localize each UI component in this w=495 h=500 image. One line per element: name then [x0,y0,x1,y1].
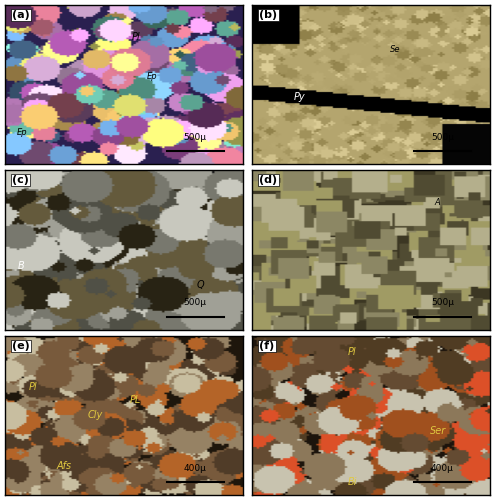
Text: (e): (e) [12,340,30,350]
Text: Bi: Bi [347,478,357,488]
Text: 400μ: 400μ [431,464,454,472]
Text: Ep: Ep [16,128,27,137]
Text: Afs: Afs [57,462,72,471]
Text: Q: Q [196,280,204,290]
Text: Pl: Pl [132,32,140,42]
Text: Ser: Ser [430,426,446,436]
Text: (f): (f) [259,340,275,350]
Text: Cly: Cly [88,410,103,420]
Text: (d): (d) [259,175,278,185]
Text: Pl: Pl [348,347,356,357]
Text: Pl: Pl [29,382,38,392]
Text: 500μ: 500μ [431,298,454,308]
Text: (a): (a) [12,10,30,20]
Text: (b): (b) [259,10,278,20]
Text: (c): (c) [12,175,29,185]
Text: 500μ: 500μ [184,133,207,142]
Text: 500μ: 500μ [431,133,454,142]
Text: Se: Se [390,45,400,54]
Text: Py: Py [294,92,305,102]
Text: 500μ: 500μ [184,298,207,308]
Text: A: A [435,198,441,207]
Text: B: B [18,261,25,271]
Text: Ep: Ep [147,72,158,81]
Text: PL: PL [130,394,142,404]
Text: 400μ: 400μ [184,464,206,472]
